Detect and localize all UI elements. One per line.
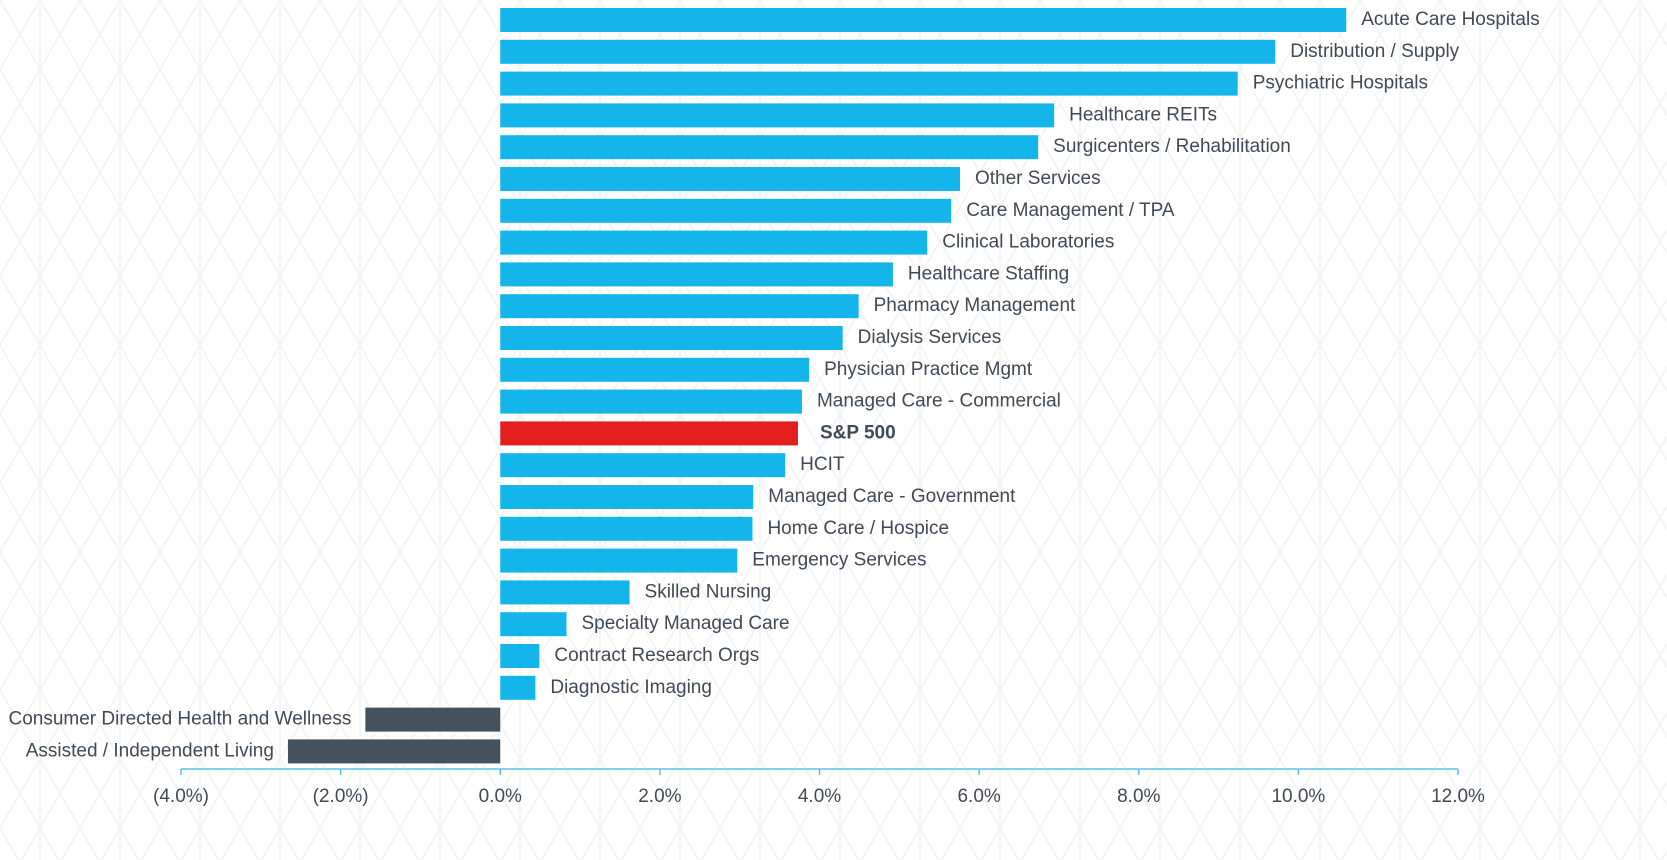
- x-tick-label: 12.0%: [1431, 786, 1485, 807]
- bar: [500, 262, 893, 287]
- x-tick-label: 0.0%: [479, 786, 522, 807]
- bar-label: Surgicenters / Rehabilitation: [1053, 136, 1291, 157]
- bar: [500, 71, 1238, 96]
- bar: [500, 453, 786, 478]
- x-tick-label: (2.0%): [313, 786, 369, 807]
- bar-label: Healthcare REITs: [1069, 104, 1217, 125]
- bar: [365, 707, 501, 732]
- bar-label: Dialysis Services: [858, 327, 1002, 348]
- bar-label: Home Care / Hospice: [767, 518, 949, 539]
- bar: [500, 516, 753, 541]
- bar-label: Skilled Nursing: [645, 581, 772, 602]
- bar: [500, 326, 843, 350]
- bar-label: Healthcare Staffing: [908, 263, 1069, 284]
- bar: [500, 230, 928, 255]
- bar: [500, 548, 738, 573]
- bar: [500, 39, 1276, 64]
- bar-label: Managed Care - Government: [768, 486, 1016, 507]
- x-tick-label: 6.0%: [957, 786, 1000, 807]
- bar: [500, 485, 754, 509]
- bar: [287, 739, 501, 764]
- bar-label: Psychiatric Hospitals: [1253, 73, 1428, 94]
- bar: [500, 135, 1039, 160]
- bar-label: S&P 500: [820, 422, 896, 443]
- bar: [500, 8, 1347, 32]
- bar-label: Managed Care - Commercial: [817, 391, 1061, 412]
- x-tick-label: 8.0%: [1117, 786, 1160, 807]
- bar-label: Diagnostic Imaging: [550, 677, 712, 698]
- bar-label: Physician Practice Mgmt: [824, 359, 1033, 380]
- bar-label: Assisted / Independent Living: [26, 740, 274, 761]
- bar-label: Consumer Directed Health and Wellness: [8, 709, 351, 730]
- bar-label: Pharmacy Management: [874, 295, 1076, 316]
- bar-label: Other Services: [975, 168, 1101, 189]
- bar-label: Emergency Services: [752, 550, 926, 571]
- bar-label: Care Management / TPA: [966, 200, 1175, 221]
- x-tick-label: 2.0%: [638, 786, 681, 807]
- x-tick-label: (4.0%): [153, 786, 209, 807]
- bar: [500, 103, 1055, 128]
- bar-label: HCIT: [800, 454, 845, 475]
- bar: [500, 294, 859, 319]
- bar-label: Distribution / Supply: [1290, 41, 1459, 62]
- bar: [500, 389, 802, 414]
- bar-label: Acute Care Hospitals: [1361, 9, 1539, 30]
- bar: [500, 580, 630, 605]
- x-tick-label: 10.0%: [1271, 786, 1325, 807]
- bar: [500, 167, 960, 191]
- bar-label: Contract Research Orgs: [554, 645, 759, 666]
- bar: [500, 421, 798, 446]
- bar: [500, 644, 540, 668]
- bar: [500, 612, 567, 637]
- bar: [500, 675, 536, 700]
- bar-label: Specialty Managed Care: [581, 613, 789, 634]
- bar: [500, 357, 810, 382]
- x-tick-label: 4.0%: [798, 786, 841, 807]
- bar: [500, 198, 952, 223]
- bar-label: Clinical Laboratories: [942, 232, 1114, 253]
